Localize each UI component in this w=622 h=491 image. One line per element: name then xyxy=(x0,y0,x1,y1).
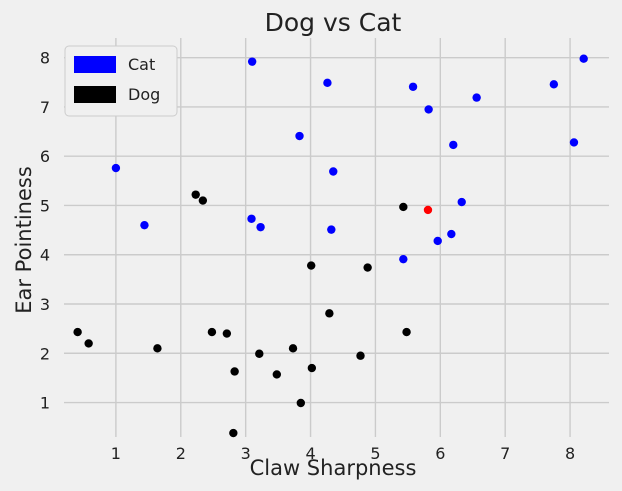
cat-point xyxy=(247,57,257,66)
dog-point xyxy=(191,190,200,199)
cat-point xyxy=(247,214,256,223)
dog-point xyxy=(288,344,298,353)
dog-point xyxy=(255,349,264,358)
legend-swatch-cat xyxy=(74,56,116,73)
x-tick-label: 3 xyxy=(241,444,251,463)
highlight-point xyxy=(423,205,433,215)
cat-point xyxy=(457,197,466,207)
cat-point xyxy=(424,105,433,114)
dog-point xyxy=(229,428,238,438)
y-tick-label: 5 xyxy=(40,196,50,215)
cat-point xyxy=(327,225,336,234)
cat-point xyxy=(449,140,458,150)
dog-point xyxy=(402,327,411,337)
dog-point xyxy=(198,196,208,205)
legend: Cat Dog xyxy=(64,45,178,117)
y-tick-label: 2 xyxy=(40,344,50,363)
dog-point xyxy=(399,202,408,212)
dog-point xyxy=(356,351,365,360)
y-tick-label: 1 xyxy=(40,394,50,413)
y-tick-label: 4 xyxy=(40,246,50,265)
chart-title: Dog vs Cat xyxy=(265,8,402,37)
cat-point xyxy=(256,222,265,232)
cat-point xyxy=(569,138,579,147)
legend-label-cat: Cat xyxy=(128,55,155,74)
y-tick-label: 7 xyxy=(40,98,50,117)
cat-point xyxy=(472,93,481,102)
y-axis-title: Ear Pointiness xyxy=(12,166,36,314)
dog-point xyxy=(296,398,306,408)
dog-point xyxy=(272,370,282,379)
grid-lines xyxy=(64,38,609,437)
y-tick-label: 8 xyxy=(40,49,50,68)
dog-point xyxy=(306,261,316,270)
x-tick-label: 2 xyxy=(176,444,186,463)
cat-point xyxy=(111,163,121,173)
data-points xyxy=(73,54,588,438)
cat-point xyxy=(399,254,408,264)
legend-label-dog: Dog xyxy=(128,85,160,104)
x-tick-label: 4 xyxy=(305,444,315,463)
cat-point xyxy=(140,220,149,230)
x-tick-label: 1 xyxy=(111,444,121,463)
cat-point xyxy=(579,54,588,63)
dog-point xyxy=(230,367,239,376)
y-tick-label: 6 xyxy=(40,147,50,166)
legend-swatch-dog xyxy=(74,86,116,103)
y-tick-label: 3 xyxy=(40,295,50,314)
x-axis-title: Claw Sharpness xyxy=(250,456,417,480)
dog-point xyxy=(84,339,93,348)
x-tick-label: 8 xyxy=(565,444,575,463)
cat-point xyxy=(408,82,418,91)
dog-point xyxy=(207,327,217,337)
cat-point xyxy=(323,78,332,88)
cat-point xyxy=(295,131,304,141)
dog-point xyxy=(307,363,317,373)
cat-point xyxy=(447,229,456,239)
dog-point xyxy=(325,309,334,318)
dog-point xyxy=(222,329,232,338)
dog-point xyxy=(153,344,162,353)
x-tick-label: 5 xyxy=(370,444,380,463)
x-tick-label: 6 xyxy=(435,444,445,463)
y-tick-labels: 1 2 3 4 5 6 7 8 xyxy=(40,49,50,413)
cat-point xyxy=(329,167,338,176)
cat-point xyxy=(549,80,559,89)
x-tick-label: 7 xyxy=(500,444,510,463)
dog-point xyxy=(363,263,372,272)
x-tick-labels: 1 2 3 4 5 6 7 8 xyxy=(111,444,575,463)
dog-point xyxy=(73,327,82,337)
cat-point xyxy=(433,236,442,246)
